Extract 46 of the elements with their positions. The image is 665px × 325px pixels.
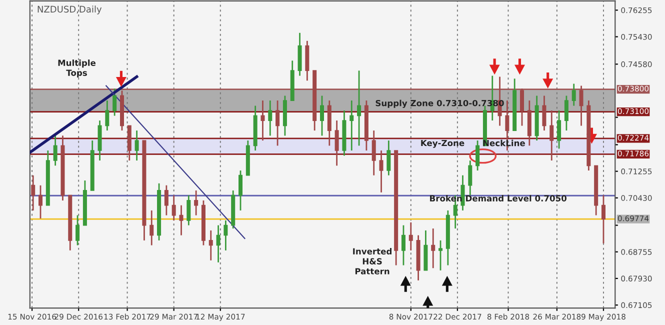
- candlestick: [438, 240, 443, 272]
- candlestick: [520, 88, 524, 126]
- candlestick: [38, 184, 43, 220]
- candlestick: [572, 83, 576, 106]
- candlestick: [134, 130, 139, 162]
- candlestick: [53, 134, 58, 166]
- candlestick: [260, 100, 265, 142]
- candlestick: [372, 130, 376, 176]
- candlestick: [268, 100, 272, 136]
- candlestick: [460, 174, 465, 212]
- annotation: Key-Zone: [421, 140, 464, 148]
- candlestick: [542, 95, 546, 132]
- candlestick: [150, 210, 154, 246]
- candlestick: [216, 224, 220, 264]
- candlestick: [105, 100, 110, 132]
- candlestick: [194, 190, 198, 216]
- candlestick: [164, 184, 168, 216]
- annotation: Inverted H&S Pattern: [353, 248, 392, 274]
- candlestick: [186, 194, 191, 226]
- candlestick: [357, 70, 362, 146]
- candlestick: [238, 170, 243, 212]
- candlestick: [476, 140, 480, 172]
- candlestick: [76, 214, 80, 246]
- candlestick: [172, 194, 176, 222]
- candlestick: [276, 100, 280, 146]
- annotation: Multiple Tops: [58, 60, 96, 78]
- candlestick: [334, 120, 339, 166]
- candlestick: [320, 95, 324, 136]
- candlestick: [379, 150, 384, 194]
- candlestick: [350, 100, 354, 152]
- candlestick: [557, 110, 562, 150]
- candlestick: [550, 110, 554, 162]
- candlestick: [224, 220, 228, 252]
- candlestick: [386, 140, 391, 176]
- chart-title: NZDUSD,Daily: [38, 6, 102, 14]
- candlestick: [179, 204, 184, 236]
- candlestick: [31, 174, 36, 212]
- candlestick: [112, 88, 117, 116]
- candlestick: [468, 160, 472, 196]
- candlestick: [601, 194, 606, 244]
- candlestick: [208, 230, 213, 262]
- candlestick: [564, 95, 568, 132]
- candlestick: [401, 224, 406, 266]
- candlestick: [408, 222, 413, 252]
- candlestick: [431, 228, 436, 269]
- candlestick: [579, 85, 584, 126]
